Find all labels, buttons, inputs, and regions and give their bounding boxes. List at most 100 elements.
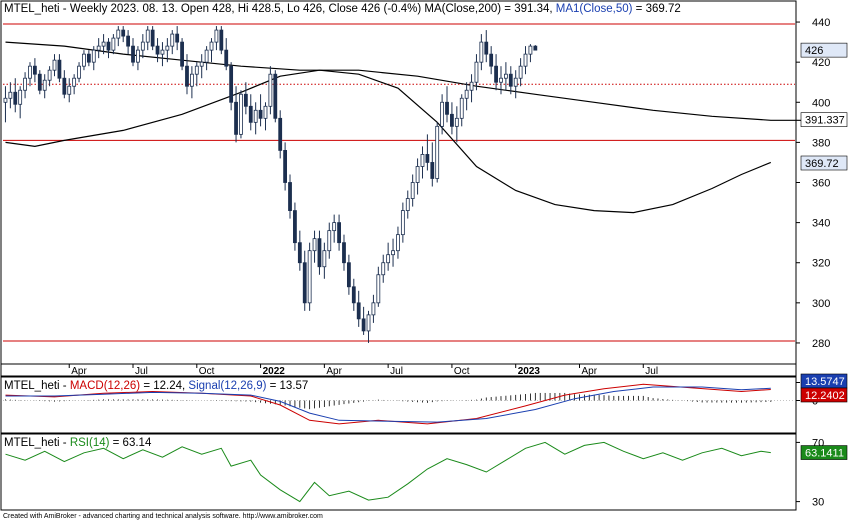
- candle: [435, 122, 440, 183]
- candle: [518, 58, 523, 87]
- candle: [126, 30, 131, 55]
- macd-badge-box: [800, 387, 848, 403]
- candle-body-down: [346, 262, 351, 288]
- candle-body-up: [170, 33, 175, 47]
- candle: [209, 38, 214, 63]
- candle: [489, 46, 494, 75]
- candle-body-down: [62, 77, 67, 95]
- candle: [23, 72, 27, 99]
- x-tick-label: Apr: [581, 366, 597, 377]
- candle: [47, 66, 52, 87]
- candle: [96, 38, 101, 59]
- candle: [150, 26, 155, 51]
- x-tick-label: 2023: [518, 366, 541, 377]
- ma50-legend-value: = 369.72: [632, 3, 680, 15]
- y-tick-label: 320: [812, 258, 830, 270]
- candle-body-up: [518, 65, 523, 79]
- candle-body-up: [116, 29, 121, 39]
- candle: [62, 70, 67, 99]
- y-tick-label: 300: [812, 298, 830, 310]
- candle-body-up: [474, 61, 479, 83]
- candle: [391, 238, 395, 267]
- candle-body-down: [243, 93, 248, 107]
- candle: [13, 78, 18, 113]
- candle: [464, 82, 469, 111]
- rsi-badge-text: 63.1411: [805, 448, 844, 460]
- candle-body-down: [175, 33, 180, 43]
- candle-body-up: [91, 49, 96, 63]
- x-tick-label: Oct: [199, 366, 215, 377]
- price-panel-frame: [0, 0, 797, 365]
- candle: [121, 26, 126, 43]
- candle: [67, 78, 72, 103]
- y-tick-label: 440: [812, 17, 830, 29]
- candle: [346, 254, 351, 295]
- candle: [170, 30, 175, 55]
- x-tick-label: Apr: [71, 366, 87, 377]
- ma200-badge-text: 391.337: [805, 115, 845, 127]
- candle-body-up: [194, 65, 199, 75]
- signal-badge: 13.5747: [800, 373, 848, 389]
- candle: [474, 54, 479, 91]
- candle: [405, 190, 410, 219]
- candle: [533, 45, 538, 51]
- signal-legend-label: Signal(12,26,9): [188, 380, 266, 392]
- macd-panel-frame: [0, 376, 797, 434]
- candle: [165, 38, 170, 63]
- ma50-badge-text: 369.72: [805, 158, 839, 170]
- candle-body-up: [332, 222, 337, 232]
- candle-body-down: [185, 65, 189, 87]
- candle: [131, 38, 135, 67]
- signal-legend-value: = 13.57: [266, 380, 308, 392]
- candle-body-up: [479, 41, 484, 63]
- candle: [361, 306, 366, 335]
- x-tick-label: 2022: [263, 366, 286, 377]
- rsi-badge-box: [800, 445, 848, 460]
- candle: [180, 38, 184, 71]
- rsi-title-prefix: MTEL_heti -: [4, 437, 70, 449]
- candle-body-down: [297, 242, 302, 264]
- candle-body-up: [415, 166, 420, 183]
- candle: [224, 38, 229, 71]
- candle-body-down: [278, 117, 283, 151]
- candle-body-up: [435, 125, 440, 179]
- candle: [234, 86, 238, 143]
- candle: [86, 50, 91, 67]
- candle-body-up: [528, 45, 533, 55]
- candle-body-up: [8, 91, 13, 99]
- candle: [82, 50, 86, 71]
- candle: [459, 94, 464, 127]
- macd-legend-label: MACD(12,26): [70, 380, 140, 392]
- candle-body-down: [317, 238, 322, 268]
- candle-body-up: [145, 29, 150, 43]
- candle: [415, 158, 420, 195]
- candle: [327, 222, 332, 259]
- date-axis-strip: [0, 363, 797, 377]
- candle: [214, 26, 219, 51]
- candle-body-up: [503, 73, 508, 79]
- candle: [484, 30, 489, 63]
- candle: [18, 86, 23, 119]
- candle: [337, 214, 341, 251]
- candle-body-up: [400, 210, 405, 236]
- rsi-panel-frame: [0, 433, 797, 511]
- candle: [302, 250, 307, 311]
- candle: [528, 44, 533, 63]
- signal-line: [5, 386, 771, 423]
- candle-body-up: [268, 73, 273, 107]
- candle: [189, 66, 194, 99]
- candle-body-down: [13, 91, 18, 105]
- candle-body-down: [337, 222, 341, 244]
- candle-body-up: [140, 41, 145, 51]
- candle-body-up: [513, 77, 518, 87]
- candle-body-up: [396, 234, 400, 252]
- candle: [42, 74, 47, 99]
- candle: [381, 254, 386, 283]
- rsi-badge: 63.1411: [800, 445, 848, 460]
- candle-body-down: [283, 150, 288, 183]
- candle-body-down: [302, 262, 307, 304]
- y-tick-label: 280: [812, 338, 830, 350]
- candle: [317, 230, 322, 275]
- x-tick-label: Jul: [390, 366, 403, 377]
- candle: [312, 230, 317, 263]
